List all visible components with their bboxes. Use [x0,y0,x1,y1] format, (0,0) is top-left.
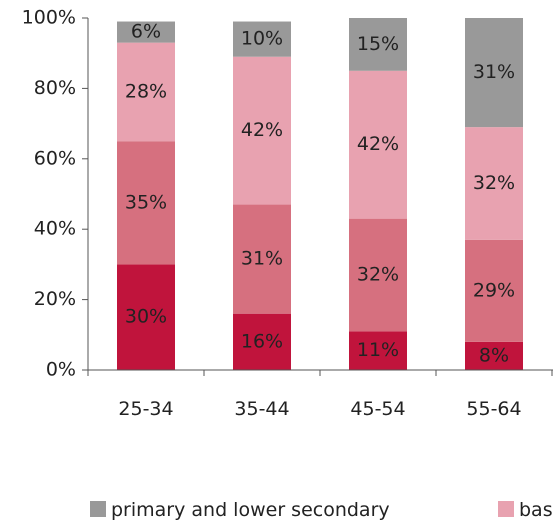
x-tick-label: 55-64 [466,398,521,420]
data-label: 8% [479,344,509,366]
data-label: 42% [241,119,283,141]
data-labels: 30% 35% 28% 6% 16% 31% 42% 10% 11% 32% 42% 15% 8% 29%… [125,21,515,367]
bar-segment [349,331,407,370]
data-label: 31% [241,248,283,270]
x-tick-label: 45-54 [350,398,405,420]
bars-layer [117,18,523,370]
bar-segment [465,127,523,240]
bar-segment [349,70,407,219]
bar-segment [465,239,523,342]
data-label: 28% [125,80,167,102]
bar-segment [117,264,175,370]
bar-segment [349,218,407,332]
data-label: 11% [357,339,399,361]
bar-segment [465,18,523,128]
data-label: 6% [131,21,161,43]
y-axis-ticks: 0% 20% 40% 60% 80% 100% [22,7,88,381]
data-label: 30% [125,306,167,328]
y-tick-label: 60% [34,147,76,169]
x-axis-ticks: 25-34 35-44 45-54 55-64 [87,370,553,420]
data-label: 16% [241,330,283,352]
legend-label: primary and lower secondary [111,499,390,521]
bar-segment [117,42,175,142]
bar-segment [465,341,523,370]
x-tick-label: 35-44 [234,398,289,420]
bar-segment [233,204,291,314]
data-label: 42% [357,133,399,155]
legend-label: bas [519,499,553,521]
bar-segment [233,56,291,205]
data-label: 10% [241,28,283,50]
data-label: 32% [357,263,399,285]
data-label: 29% [473,279,515,301]
y-tick-label: 40% [34,218,76,240]
bar-segment [349,18,407,71]
legend-swatch [90,501,106,517]
data-label: 32% [473,172,515,194]
x-tick-label: 25-34 [118,398,173,420]
bar-segment [117,141,175,265]
bar-segment [233,313,291,370]
bar-segment [117,21,175,43]
data-label: 15% [357,33,399,55]
y-tick-label: 100% [22,7,76,29]
y-tick-label: 20% [34,288,76,310]
data-label: 31% [473,61,515,83]
bar-segment [233,21,291,57]
y-tick-label: 0% [46,359,76,381]
y-tick-label: 80% [34,77,76,99]
legend-swatch [498,501,514,517]
legend: bas primary and lower secondary [90,499,553,521]
data-label: 35% [125,191,167,213]
